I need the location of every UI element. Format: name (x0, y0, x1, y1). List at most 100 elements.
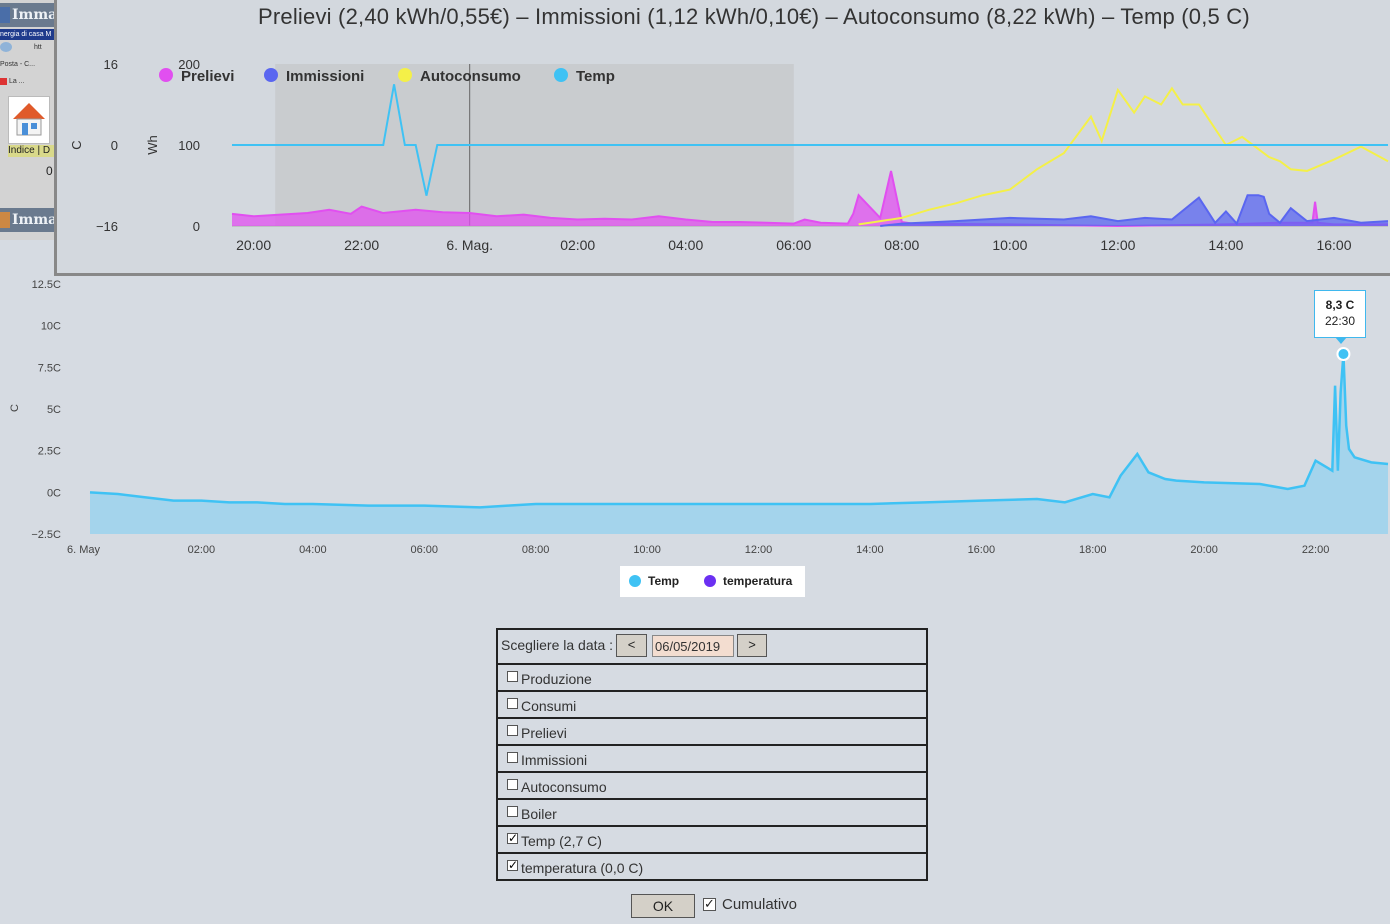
top-chart-title: Prelievi (2,40 kWh/0,55€) – Immissioni (… (258, 4, 1250, 29)
checkbox-produzione[interactable] (507, 671, 518, 682)
tooltip-value: 8,3 C (1325, 298, 1355, 312)
x-tick-label: 04:00 (668, 237, 703, 253)
bottom-legend: Temp temperatura (620, 566, 805, 597)
legend-dot-icon (159, 68, 173, 82)
background-window-tab[interactable]: Posta - C... (0, 61, 36, 68)
x-tick-label: 08:00 (522, 544, 550, 556)
background-window-title-2[interactable]: Imma (0, 208, 56, 232)
ok-button[interactable]: OK (631, 894, 695, 918)
checkbox-immissioni[interactable] (507, 752, 518, 763)
y-tick-label: 2.5C (38, 446, 61, 458)
legend-autoconsumo[interactable]: Autoconsumo (398, 68, 521, 85)
checkbox-temperatura[interactable]: ✓ (507, 858, 519, 872)
legend-temp[interactable]: Temp (554, 68, 615, 85)
toolbar-text: htt (33, 44, 42, 51)
legend-label: Temp (648, 574, 680, 588)
background-window-title[interactable]: Immag (0, 3, 56, 27)
option-row[interactable]: ✓ temperatura (0,0 C) (498, 852, 926, 879)
option-label: Immissioni (521, 752, 588, 768)
x-tick-label: 06:00 (776, 237, 811, 253)
legend-prelievi[interactable]: Prelievi (159, 68, 234, 85)
bottom-chart: 12.5C 10C 7.5C 5C 2.5C 0C −2.5C C 6. May 02:00 04:… (9, 279, 1389, 556)
app-icon (0, 7, 10, 23)
legend-dot-icon (554, 68, 568, 82)
background-window-bar: nergia di casa M (0, 29, 56, 40)
option-row[interactable]: Immissioni (498, 744, 926, 771)
background-window-toolbar[interactable]: htt (0, 41, 56, 55)
checkbox-temp[interactable]: ✓ (507, 831, 519, 845)
y-right-tick-label: 100 (178, 138, 200, 153)
x-tick-label: 02:00 (188, 544, 216, 556)
background-window-title-text: Imma (12, 212, 56, 228)
x-tick-label: 10:00 (633, 544, 661, 556)
top-chart: 16 0 −16 200 100 0 C Wh 20:00 22:00 6. Mag. 02:00 04… (69, 57, 1389, 253)
x-tick-label: 18:00 (1079, 544, 1107, 556)
y-left-tick-label: −16 (96, 219, 118, 234)
x-tick-label: 6. May (67, 544, 101, 556)
legend-label: Prelievi (181, 68, 235, 85)
background-window-title-text: Immag (12, 7, 56, 23)
legend-dot-icon (704, 575, 716, 587)
x-tick-label: 14:00 (1208, 237, 1243, 253)
legend-label: Temp (576, 68, 615, 85)
series-autoconsumo-line (858, 86, 1389, 226)
series-prelievi-area (232, 170, 1388, 226)
x-tick-label: 22:00 (1302, 544, 1330, 556)
x-tick-label: 22:00 (344, 237, 379, 253)
checkbox-autoconsumo[interactable] (507, 779, 518, 790)
index-link[interactable]: Indice | D (8, 145, 56, 157)
checkbox-boiler[interactable] (507, 806, 518, 817)
date-label: Scegliere la data : (501, 637, 614, 653)
x-tick-label: 02:00 (560, 237, 595, 253)
tooltip-marker (1336, 347, 1351, 361)
checkbox-cumulativo[interactable]: ✓ (703, 896, 716, 911)
option-row[interactable]: Autoconsumo (498, 771, 926, 798)
x-tick-label: 12:00 (1100, 237, 1135, 253)
x-tick-label: 04:00 (299, 544, 327, 556)
option-row[interactable]: Consumi (498, 690, 926, 717)
checkbox-consumi[interactable] (507, 698, 518, 709)
option-row[interactable]: ✓ Temp (2,7 C) (498, 825, 926, 852)
background-window-bookmark[interactable]: La ... (0, 75, 56, 89)
option-label: Consumi (521, 698, 577, 714)
option-row[interactable]: Produzione (498, 663, 926, 690)
next-date-button[interactable]: > (737, 634, 767, 657)
date-field[interactable] (652, 635, 734, 657)
y-left-tick-label: 0 (111, 138, 118, 153)
cumulativo-label: Cumulativo (722, 896, 798, 913)
date-input[interactable] (652, 635, 734, 657)
option-label: temperatura (0,0 C) (521, 860, 644, 876)
series-immissioni-line (880, 194, 1389, 227)
y-tick-label: 10C (41, 321, 61, 333)
legend-dot-icon (398, 68, 412, 82)
series-temp-line (232, 84, 1388, 196)
series-temp-line (89, 353, 1389, 509)
series-temp-area (90, 354, 1388, 534)
legend-immissioni[interactable]: Immissioni (264, 68, 364, 85)
bookmark-icon (0, 77, 7, 85)
background-window: Immag nergia di casa M htt Posta - C... … (0, 0, 56, 240)
x-tick-label: 08:00 (884, 237, 919, 253)
option-row[interactable]: Boiler (498, 798, 926, 825)
legend-temperatura-bottom[interactable]: temperatura (704, 574, 792, 588)
prev-date-button[interactable]: < (616, 634, 647, 657)
legend-label: temperatura (723, 574, 793, 588)
y-axis-label: C (9, 404, 21, 412)
options-form: Scegliere la data : Produzione Consumi P… (496, 628, 928, 881)
date-row: Scegliere la data : (498, 630, 926, 663)
option-label: Produzione (521, 671, 592, 687)
legend-temp-bottom[interactable]: Temp (629, 574, 679, 588)
option-row[interactable]: Prelievi (498, 717, 926, 744)
option-label: Prelievi (521, 725, 567, 741)
y-left-tick-label: 16 (104, 57, 118, 72)
checkbox-prelievi[interactable] (507, 725, 518, 736)
option-label: Autoconsumo (521, 779, 607, 795)
y-tick-label: 7.5C (38, 362, 61, 374)
legend-dot-icon (264, 68, 278, 82)
x-tick-label: 20:00 (1190, 544, 1218, 556)
x-tick-label: 6. Mag. (446, 237, 493, 253)
chart-tooltip: 8,3 C 22:30 (1314, 290, 1366, 344)
y-right-axis-label: Wh (145, 135, 160, 155)
house-icon[interactable] (8, 96, 50, 144)
legend-dot-icon (629, 575, 641, 587)
